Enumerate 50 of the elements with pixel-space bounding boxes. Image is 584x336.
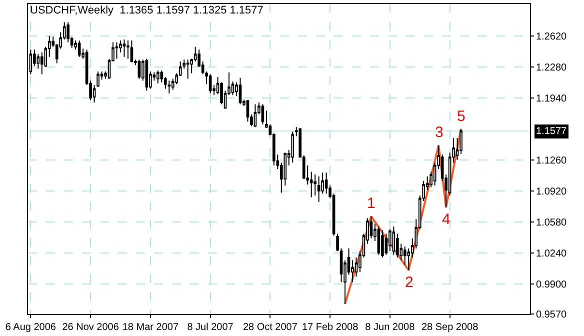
- y-tick-label: 1.2280: [536, 62, 568, 74]
- y-tick-label: 0.9570: [536, 310, 568, 320]
- candlestick: [388, 228, 392, 252]
- candlestick: [254, 104, 257, 128]
- candlestick: [314, 174, 316, 196]
- x-tick-label: 6 Aug 2006: [5, 322, 56, 333]
- annotation: 1: [367, 195, 376, 212]
- annotation: 3: [435, 124, 444, 141]
- ref-line-label: 1.1577: [536, 126, 568, 137]
- y-tick-label: 0.9900: [536, 279, 568, 290]
- annotation: 2: [405, 274, 414, 291]
- y-tick-label: 1.0580: [536, 217, 568, 228]
- candlestick: [336, 233, 339, 252]
- y-tick-label: 1.2620: [536, 31, 568, 42]
- candlestick: [130, 40, 134, 63]
- x-tick-label: 26 Nov 2006: [62, 322, 120, 333]
- y-tick-label: 1.0920: [536, 186, 568, 198]
- candlestick: [291, 131, 294, 164]
- x-tick-label: 8 Jun 2008: [365, 322, 416, 333]
- candlestick: [186, 59, 190, 80]
- candlestick: [115, 42, 118, 60]
- candlestick: [238, 77, 242, 105]
- candlestick: [168, 80, 171, 94]
- y-tick-label: 1.0240: [536, 248, 568, 260]
- candlestick: [156, 70, 160, 84]
- y-tick-label: 1.1260: [536, 155, 568, 166]
- candlestick: [122, 39, 126, 58]
- annotation: 5: [457, 108, 466, 125]
- x-tick-label: 28 Sep 2008: [421, 322, 479, 333]
- candlestick: [261, 104, 264, 125]
- candlestick: [126, 40, 130, 60]
- x-tick-label: 18 Mar 2007: [122, 322, 179, 333]
- candlestick: [377, 226, 380, 256]
- candlestick: [138, 59, 141, 80]
- candlestick: [324, 172, 328, 194]
- candlestick: [392, 226, 396, 256]
- candlestick: [145, 58, 148, 92]
- annotation: 4: [442, 211, 450, 228]
- candlestick: [384, 233, 388, 256]
- x-tick-label: 17 Feb 2008: [302, 322, 359, 333]
- candlestick: [78, 40, 81, 58]
- candlestick: [381, 230, 384, 258]
- chart-title: USDCHF,Weekly 1.1365 1.1597 1.1325 1.1577: [30, 4, 264, 16]
- candlestick: [246, 100, 250, 122]
- y-tick-label: 1.1940: [536, 93, 568, 104]
- line-series: [344, 128, 462, 305]
- x-tick-label: 8 Jul 2007: [187, 322, 234, 333]
- candlestick: [317, 176, 320, 202]
- x-tick-label: 28 Oct 2007: [242, 322, 298, 333]
- candlestick: [208, 74, 212, 94]
